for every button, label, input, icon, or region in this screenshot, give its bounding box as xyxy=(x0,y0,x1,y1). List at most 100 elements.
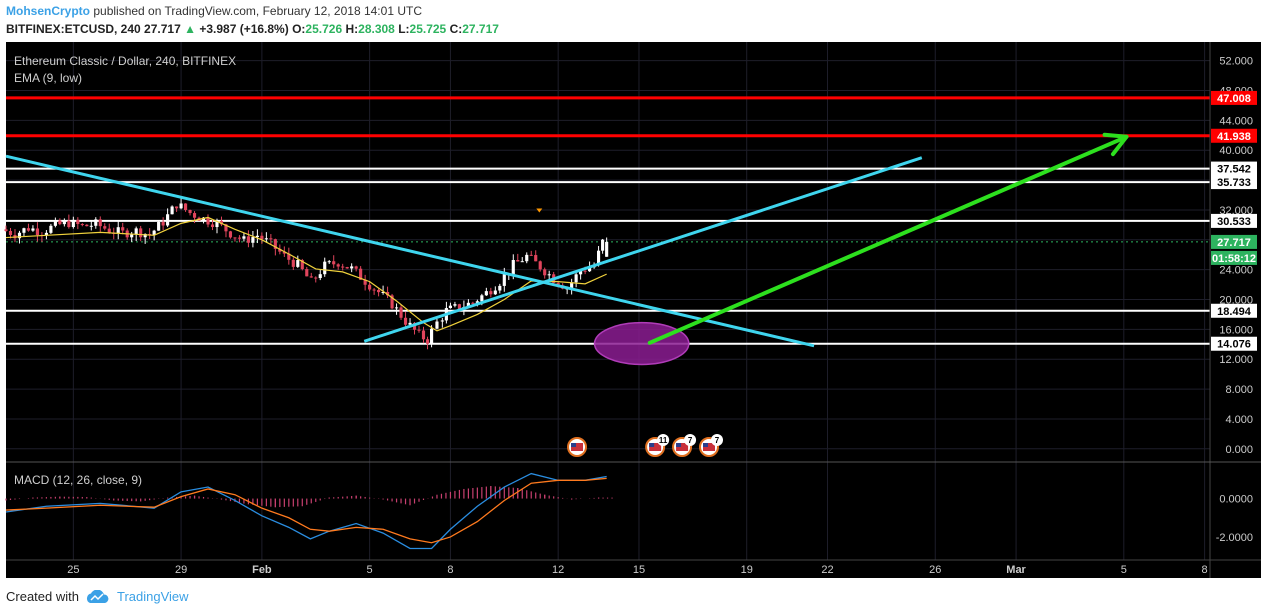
candle-body xyxy=(4,229,8,231)
candle-body xyxy=(219,220,224,225)
candle-body xyxy=(269,238,273,240)
chart-title: Ethereum Classic / Dollar, 240, BITFINEX xyxy=(14,54,236,68)
up-arrow-icon: ▲ xyxy=(184,22,196,36)
candle-body xyxy=(17,232,22,239)
price-change: +3.987 (+16.8%) xyxy=(199,22,289,36)
candle-body xyxy=(520,261,524,263)
candle-body xyxy=(26,228,31,231)
candle-body xyxy=(368,284,372,290)
tradingview-link[interactable]: TradingView xyxy=(116,589,189,604)
candle-body xyxy=(71,219,75,228)
level-label: 35.733 xyxy=(1217,177,1251,189)
candle-body xyxy=(287,253,291,260)
candle-body xyxy=(394,307,399,309)
candle-body xyxy=(597,250,601,266)
ohlc-line: BITFINEX:ETCUSD, 240 27.717 ▲ +3.987 (+1… xyxy=(6,22,499,36)
candle-body xyxy=(547,274,551,276)
candle-body xyxy=(255,235,259,238)
candle-body xyxy=(8,230,13,236)
x-tick-label: Feb xyxy=(252,564,272,576)
price-label: 27.717 xyxy=(1217,237,1251,249)
candle-body xyxy=(440,320,444,322)
x-tick-label: 22 xyxy=(821,564,833,576)
candle-body xyxy=(85,224,89,227)
candle-body xyxy=(386,291,390,296)
open-label: O: xyxy=(292,22,306,36)
candle-body xyxy=(498,285,502,291)
open-value: 25.726 xyxy=(305,22,343,36)
level-label-bg xyxy=(1211,161,1257,176)
candle-body xyxy=(76,219,80,225)
candle-body xyxy=(300,260,304,270)
axes: 52.00048.00044.00040.00036.00032.00028.0… xyxy=(6,42,1261,578)
candle-body xyxy=(215,220,219,228)
candle-body xyxy=(80,224,84,226)
candle-body xyxy=(390,295,394,309)
candle-body xyxy=(372,289,376,291)
candle-body xyxy=(417,329,421,331)
close-label: C: xyxy=(449,22,463,36)
level-label-bg xyxy=(1211,90,1257,105)
last-price: 27.717 xyxy=(144,22,181,36)
candle-body xyxy=(345,267,349,269)
candle-body xyxy=(242,236,246,239)
candle-body xyxy=(579,270,583,275)
low-label: L: xyxy=(398,22,410,36)
candle-body xyxy=(121,227,125,231)
candle-body xyxy=(157,221,161,231)
drawings: 11 7 7 xyxy=(5,132,1129,457)
x-tick-label: 8 xyxy=(1202,564,1208,576)
candle-body xyxy=(210,224,215,228)
candle-body xyxy=(475,301,479,303)
candle-body xyxy=(570,282,574,289)
candle-body xyxy=(489,291,493,295)
candle-body xyxy=(457,304,461,310)
macd-line xyxy=(5,472,607,550)
candle-body xyxy=(556,282,560,286)
candle-body xyxy=(273,239,277,249)
high-value: 28.308 xyxy=(358,22,395,36)
x-tick-label: 25 xyxy=(67,564,79,576)
candle-body xyxy=(543,269,547,276)
created-with-text: Created with xyxy=(6,589,79,604)
candle-body xyxy=(314,277,318,279)
candle-body xyxy=(336,264,340,267)
author-name[interactable]: MohsenCrypto xyxy=(6,4,90,18)
level-label: 47.008 xyxy=(1217,93,1251,105)
candle-body xyxy=(359,268,363,280)
candle-body xyxy=(318,274,322,279)
level-label-bg xyxy=(1211,303,1257,318)
level-label-bg xyxy=(1211,213,1257,228)
candle-body xyxy=(94,219,98,226)
candle-body xyxy=(538,261,542,270)
candle-body xyxy=(466,302,470,308)
candle-body xyxy=(341,266,345,268)
us-flag-stripes xyxy=(649,443,662,451)
us-flag-stripes xyxy=(571,443,584,451)
event-badge xyxy=(711,434,724,446)
candle-body xyxy=(89,225,93,227)
candle-body xyxy=(296,260,300,267)
candle-body xyxy=(529,254,533,256)
candle-body xyxy=(143,233,147,238)
level-label: 30.533 xyxy=(1217,216,1251,228)
candle-body xyxy=(192,213,197,218)
candles xyxy=(4,197,609,350)
peak-marker-icon xyxy=(536,208,543,213)
x-tick-label: 8 xyxy=(447,564,453,576)
us-flag-stripes xyxy=(703,443,716,451)
candle-body xyxy=(601,239,605,251)
candle-body xyxy=(166,214,170,226)
candle-body xyxy=(574,274,578,283)
level-label: 37.542 xyxy=(1217,164,1251,176)
signal-line xyxy=(5,477,607,544)
event-badge-count: 11 xyxy=(659,436,668,445)
y-tick-label: 16.000 xyxy=(1219,324,1253,336)
symbol-label: BITFINEX:ETCUSD, 240 xyxy=(6,22,141,36)
candle-body xyxy=(511,260,515,275)
candle-body xyxy=(278,248,282,252)
candle-body xyxy=(201,217,206,221)
us-flag-canton xyxy=(676,443,682,447)
candle-body xyxy=(246,236,250,243)
